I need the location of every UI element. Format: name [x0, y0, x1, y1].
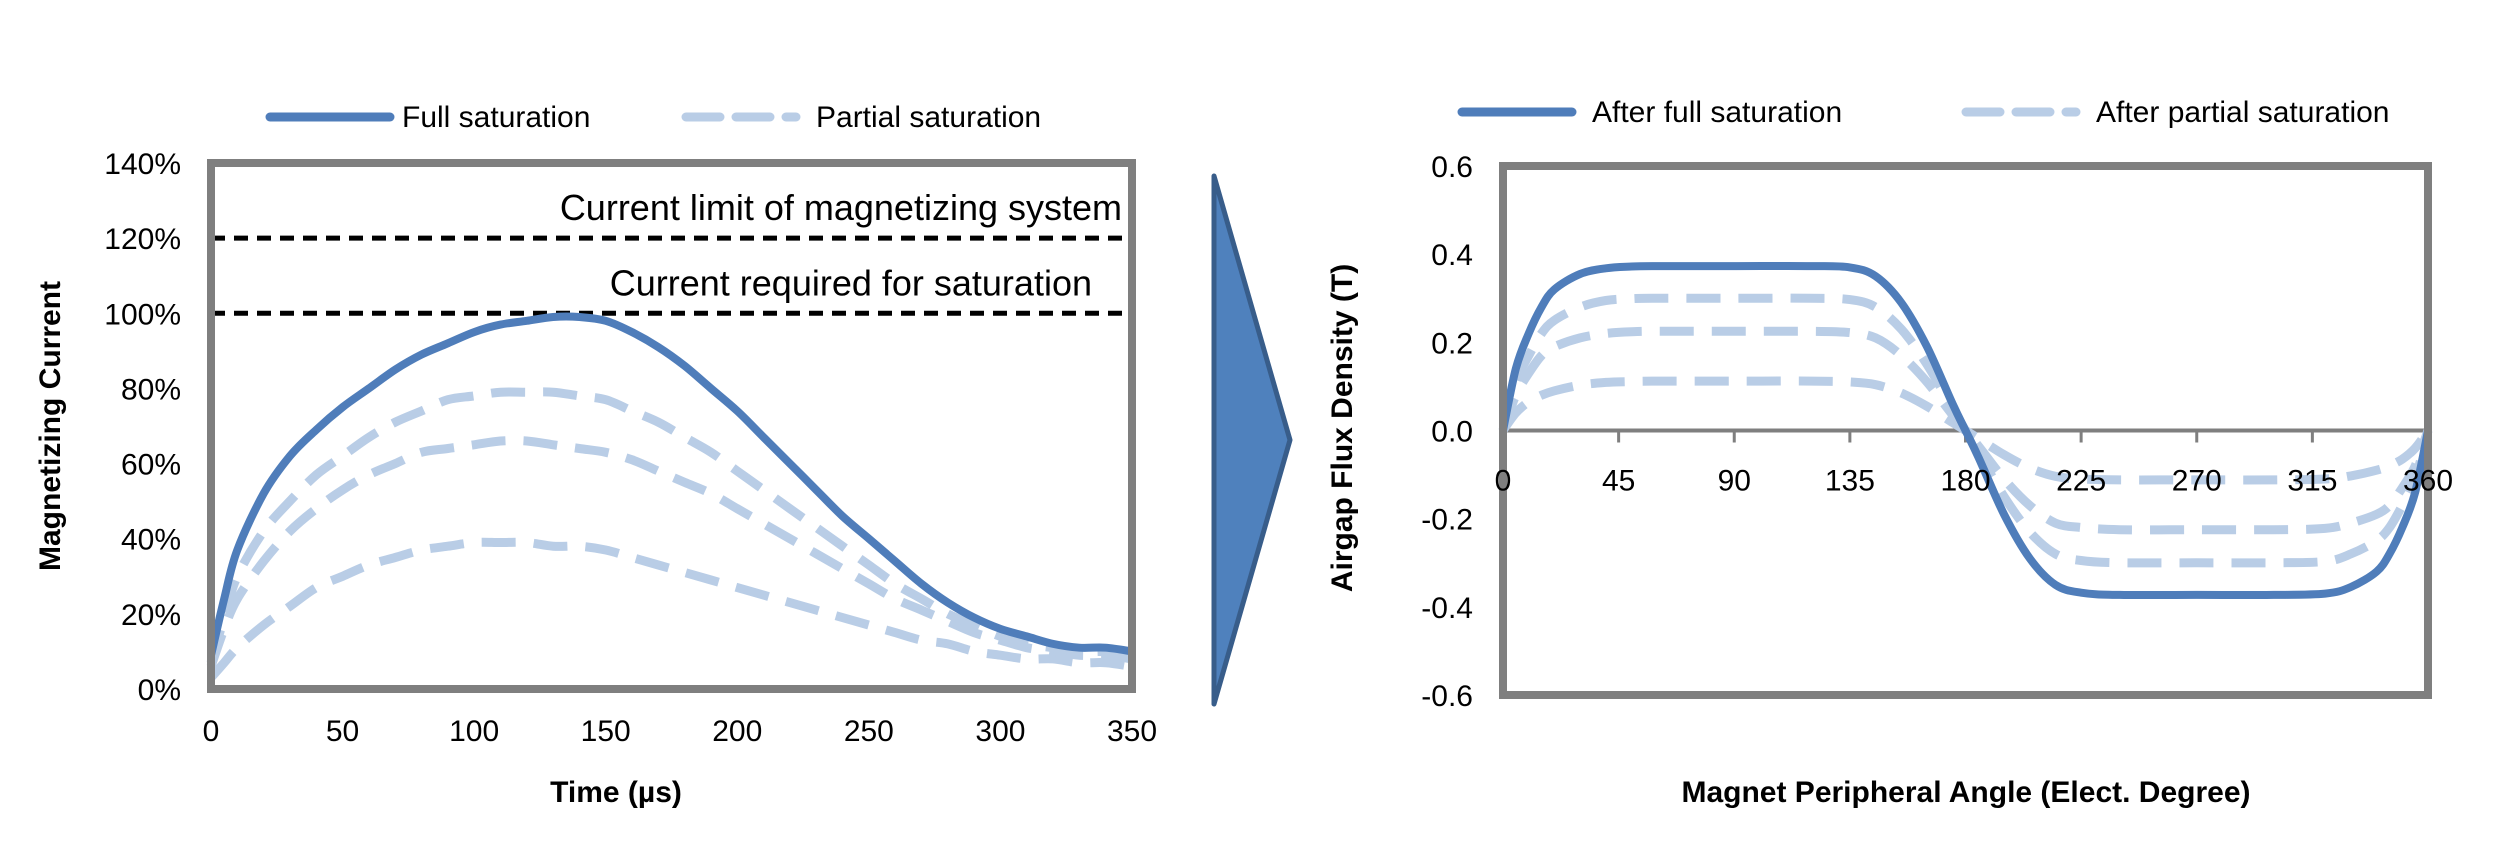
- x-tick-label: 200: [712, 715, 762, 748]
- airgap-flux-density-chart: After full saturation After partial satu…: [1326, 96, 2453, 809]
- x-tick-label: 0: [1495, 465, 1512, 498]
- y-axis-label: Magnetizing Current: [34, 281, 67, 571]
- x-tick-label: 315: [2287, 465, 2337, 498]
- x-axis-label: Time (µs): [550, 776, 682, 809]
- y-tick-label: 40%: [121, 524, 181, 557]
- y-tick-label: -0.4: [1421, 592, 1473, 625]
- legend-label-partial: After partial saturation: [2096, 96, 2389, 129]
- x-tick-labels: 0 45 90 135 180 225 270 315 360: [1495, 465, 2453, 498]
- chevron-right-arrow-icon: [1211, 173, 1293, 707]
- x-axis-label: Magnet Peripheral Angle (Elect. Degree): [1681, 776, 2250, 809]
- x-tick-label: 50: [326, 715, 359, 748]
- y-tick-label: -0.2: [1421, 504, 1473, 537]
- legend-label-full: Full saturation: [402, 101, 590, 134]
- plot-frame: [1499, 162, 2432, 699]
- x-tick-labels: 0 50 100 150 200 250 300 350: [203, 715, 1157, 748]
- x-tick-label: 350: [1107, 715, 1157, 748]
- x-tick-label: 300: [975, 715, 1025, 748]
- series-group: [1498, 261, 2433, 600]
- series-line-partial-saturation-3: [207, 537, 1133, 681]
- y-tick-label: 120%: [104, 223, 181, 256]
- x-tick-label: 360: [2403, 465, 2453, 498]
- y-tick-label: 60%: [121, 449, 181, 482]
- series-line-partial-saturation-1: [206, 387, 1132, 664]
- legend-label-partial: Partial saturation: [816, 101, 1041, 134]
- x-tick-label: 270: [2172, 465, 2222, 498]
- x-tick-label: 225: [2056, 465, 2106, 498]
- reference-line-label: Current limit of magnetizing system: [560, 187, 1122, 228]
- x-tick-label: 180: [1940, 465, 1990, 498]
- y-tick-labels: -0.6 -0.4 -0.2 0.0 0.2 0.4 0.6: [1421, 151, 1473, 713]
- x-tick-label: 90: [1718, 465, 1751, 498]
- y-tick-label: 100%: [104, 298, 181, 331]
- series-line-partial-saturation-2: [206, 436, 1133, 668]
- magnetizing-current-chart: Full saturation Partial saturation Curre…: [34, 101, 1157, 809]
- y-axis-label: Airgap Flux Density (T): [1326, 264, 1359, 592]
- legend-label-full: After full saturation: [1592, 96, 1842, 129]
- x-tick-label: 150: [581, 715, 631, 748]
- reference-line-label: Current required for saturation: [610, 262, 1092, 303]
- y-tick-label: 0.4: [1431, 239, 1473, 272]
- series-line-full-saturation: [1499, 261, 2432, 600]
- legend: Full saturation Partial saturation: [265, 101, 1041, 134]
- x-tick-label: 100: [449, 715, 499, 748]
- y-tick-label: 0.6: [1431, 151, 1473, 184]
- y-tick-label: 0.0: [1431, 416, 1473, 449]
- y-tick-label: 80%: [121, 373, 181, 406]
- y-tick-label: 140%: [104, 148, 181, 181]
- y-tick-label: -0.6: [1421, 680, 1473, 713]
- series-line-full-saturation: [207, 312, 1133, 657]
- x-tick-label: 0: [203, 715, 220, 748]
- x-tick-label: 45: [1602, 465, 1635, 498]
- plot-frame: [207, 159, 1136, 693]
- y-tick-label: 20%: [121, 599, 181, 632]
- x-tick-label: 135: [1825, 465, 1875, 498]
- series-group: [206, 312, 1133, 681]
- y-tick-label: 0%: [138, 674, 181, 707]
- x-tick-label: 250: [844, 715, 894, 748]
- legend: After full saturation After partial satu…: [1457, 96, 2389, 129]
- y-tick-label: 0.2: [1431, 327, 1473, 360]
- reference-lines: Current limit of magnetizing system Curre…: [211, 187, 1132, 316]
- y-tick-labels: 0% 20% 40% 60% 80% 100% 120% 140%: [104, 148, 181, 707]
